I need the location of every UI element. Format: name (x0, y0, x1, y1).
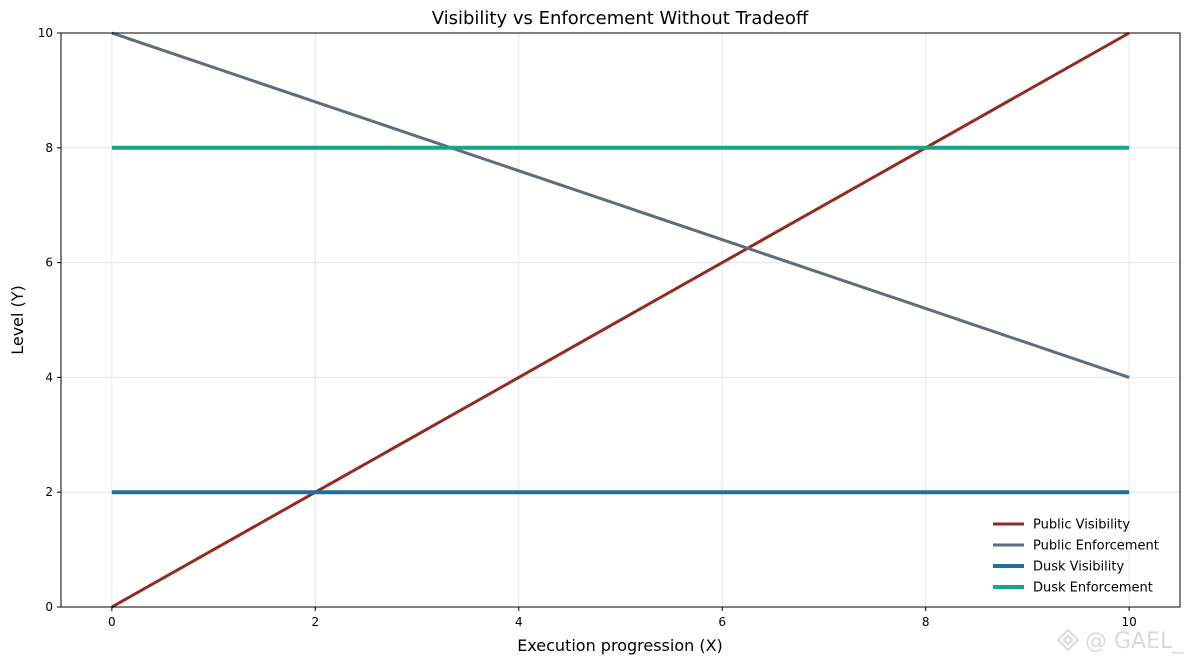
legend-label: Public Enforcement (1033, 539, 1159, 554)
plot-frame (60, 32, 1181, 608)
x-tick-label: 2 (311, 615, 319, 629)
y-axis-title: Level (Y) (8, 285, 27, 355)
legend-label: Dusk Visibility (1033, 560, 1124, 575)
legend-label: Public Visibility (1033, 518, 1130, 533)
series-lines (111, 31, 1130, 609)
watermark-text: @ GAEL_ (1085, 629, 1184, 654)
series-line-2 (111, 31, 1130, 379)
binance-logo-icon (1056, 628, 1080, 652)
legend-label: Dusk Enforcement (1033, 581, 1153, 596)
y-tick-label: 8 (45, 141, 53, 155)
series-line-1 (111, 31, 1130, 609)
chart-title: Visibility vs Enforcement Without Tradeo… (432, 8, 809, 29)
x-tick-label: 10 (1121, 615, 1136, 629)
x-axis-title: Execution progression (X) (517, 636, 723, 655)
y-tick-label: 2 (45, 485, 53, 499)
y-tick-label: 0 (45, 600, 53, 614)
legend: Public Visibility Public Enforcement Dusk … (993, 518, 1159, 596)
x-axis-ticks: 0 2 4 6 8 10 (108, 607, 1137, 629)
y-tick-label: 4 (45, 370, 53, 384)
watermark: @ GAEL_ (1056, 628, 1184, 654)
y-tick-label: 6 (45, 256, 53, 270)
x-tick-label: 6 (718, 615, 726, 629)
x-tick-label: 4 (515, 615, 523, 629)
x-tick-label: 0 (108, 615, 116, 629)
y-tick-label: 10 (38, 26, 53, 40)
x-tick-label: 8 (922, 615, 930, 629)
y-axis-ticks: 0 2 4 6 8 10 (38, 26, 61, 614)
